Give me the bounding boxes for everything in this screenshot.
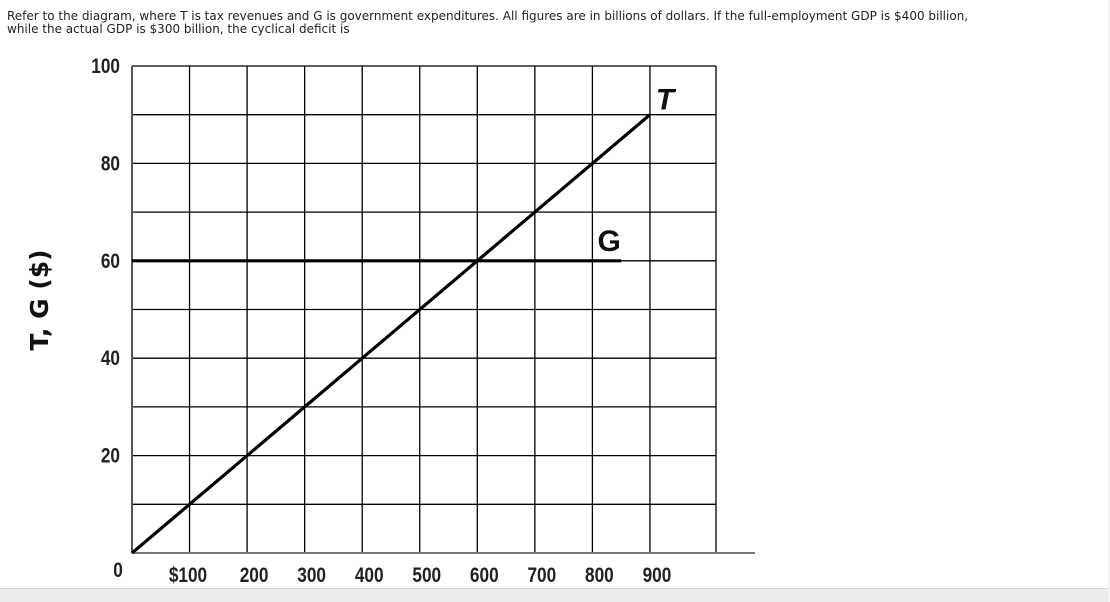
chart-labels: 20 40 60 80 100 0 $100 200 300 400 500 600 700 800 900… bbox=[25, 56, 677, 588]
x-tick-label: 800 bbox=[585, 565, 614, 588]
question-text: Refer to the diagram, where T is tax rev… bbox=[7, 10, 1097, 36]
scrollbar-edge bbox=[1108, 0, 1110, 602]
x-tick-label: 700 bbox=[527, 565, 556, 588]
x-tick-label: $100 bbox=[169, 565, 207, 588]
y-axis-title: T, G ($) bbox=[25, 249, 54, 350]
grid bbox=[131, 65, 755, 554]
x-tick-label: 500 bbox=[412, 565, 441, 588]
x-tick-label: 600 bbox=[470, 565, 499, 588]
series-label-g: G bbox=[598, 225, 621, 258]
x-tick-label: 200 bbox=[240, 565, 269, 588]
series-label-t: T bbox=[656, 84, 677, 117]
question-line-1: Refer to the diagram, where T is tax rev… bbox=[7, 9, 969, 23]
x-tick-label: 0 bbox=[113, 560, 123, 583]
y-tick-label: 60 bbox=[101, 250, 120, 273]
y-tick-label: 100 bbox=[91, 56, 120, 79]
question-line-2: while the actual GDP is $300 billion, th… bbox=[7, 22, 350, 36]
y-tick-label: 20 bbox=[101, 445, 120, 468]
x-tick-label: 900 bbox=[643, 565, 672, 588]
series-lines bbox=[130, 113, 651, 555]
footer-bar bbox=[0, 588, 1110, 602]
y-tick-label: 80 bbox=[101, 153, 120, 176]
x-tick-label: 300 bbox=[297, 565, 326, 588]
y-tick-label: 40 bbox=[101, 348, 120, 371]
series-line-t bbox=[130, 113, 651, 555]
x-tick-label: 400 bbox=[355, 565, 384, 588]
